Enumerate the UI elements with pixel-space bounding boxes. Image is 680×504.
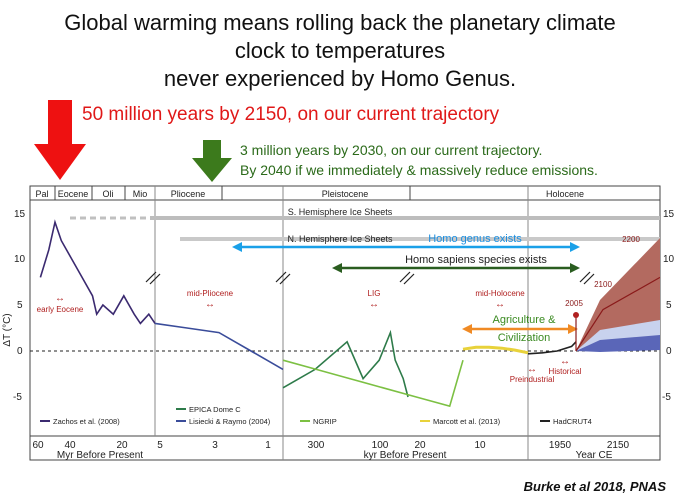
preindustrial-label: Preindustrial (510, 375, 555, 384)
agriculture-label-1: Agriculture & (493, 314, 557, 326)
series-layer (39, 219, 577, 408)
series-line (282, 359, 464, 408)
n-ice-label: N. Hemisphere Ice Sheets (287, 234, 393, 244)
homo-genus-label: Homo genus exists (428, 233, 522, 245)
red-down-arrow (34, 100, 86, 180)
lig-arrow: ↔ (369, 299, 379, 310)
legend-label: NGRIP (313, 417, 337, 426)
series-line (282, 329, 409, 398)
agriculture-label-2: Civilization (498, 332, 551, 344)
early-eocene-arrow: ↔ (55, 293, 65, 304)
legend: Zachos et al. (2008) EPICA Dome C Lisiecki… (40, 405, 592, 426)
y-tick-label: 15 (14, 209, 26, 220)
mid-holocene-label: mid-Holocene (475, 289, 525, 298)
preindustrial-arrow: ↔ (527, 364, 537, 375)
year-2200-label: 2200 (622, 235, 640, 244)
legend-label: Lisiecki & Raymo (2004) (189, 417, 271, 426)
historical-arrow: ↔ (560, 356, 570, 367)
y-tick-label: 10 (14, 254, 26, 265)
y-tick-label: -5 (13, 392, 22, 403)
x-tick-label: 20 (116, 440, 128, 451)
mid-pliocene-arrow: ↔ (205, 299, 215, 310)
y-tick-label-right: 5 (666, 300, 672, 311)
projection-median-line (575, 276, 661, 352)
series-line (527, 341, 577, 355)
year-2005-label: 2005 (565, 299, 583, 308)
x-axis-section-label: Year CE (576, 450, 613, 461)
axis-break-markers (145, 271, 595, 285)
projection-low-band (576, 335, 660, 352)
x-tick-label: 3 (212, 440, 218, 451)
x-axis-section-label: Myr Before Present (57, 450, 143, 461)
y-tick-label: 0 (17, 346, 23, 357)
homo-sapiens-label: Homo sapiens species exists (405, 254, 547, 266)
x-tick-label: 60 (32, 440, 44, 451)
x-tick-label: 40 (64, 440, 76, 451)
era-label: Eocene (58, 189, 89, 199)
x-tick-label: 100 (372, 440, 389, 451)
s-ice-label: S. Hemisphere Ice Sheets (288, 207, 393, 217)
legend-label: Marcott et al. (2013) (433, 417, 501, 426)
headline-line-3: never experienced by Homo Genus. (163, 66, 517, 91)
y-tick-label-right: -5 (662, 392, 671, 403)
y-tick-label-right: 10 (663, 254, 675, 265)
legend-label: HadCRUT4 (553, 417, 592, 426)
green-note: 3 million years by 2030, on our current … (240, 140, 598, 180)
x-tick-label: 20 (414, 440, 426, 451)
agriculture-arrow (462, 324, 578, 334)
era-label: Oli (103, 189, 114, 199)
y-axis-label: ΔT (°C) (2, 313, 13, 346)
y-tick-label-right: 15 (663, 209, 675, 220)
x-tick-label: 2150 (607, 440, 630, 451)
y-tick-label: 5 (17, 300, 23, 311)
green-down-arrow (192, 140, 232, 182)
headline-line-1: Global warming means rolling back the pl… (64, 10, 616, 35)
early-eocene-label: early Eocene (37, 305, 84, 314)
year-2100-label: 2100 (594, 280, 612, 289)
headline-line-2: clock to temperatures (234, 38, 446, 63)
era-label: Pal (35, 189, 48, 199)
mid-pliocene-label: mid-Pliocene (187, 289, 234, 298)
x-tick-label: 5 (157, 440, 163, 451)
green-note-line-1: 3 million years by 2030, on our current … (240, 142, 543, 158)
year-2005-marker (573, 312, 579, 318)
era-label: Pliocene (171, 189, 206, 199)
legend-label: Zachos et al. (2008) (53, 417, 120, 426)
y-tick-label-right: 0 (666, 346, 672, 357)
series-line (154, 322, 284, 371)
era-label: Mio (133, 189, 148, 199)
red-note: 50 million years by 2150, on our current… (82, 104, 500, 125)
homo-genus-arrow (232, 242, 580, 252)
historical-label: Historical (549, 367, 582, 376)
legend-label: EPICA Dome C (189, 405, 241, 414)
series-line (462, 345, 529, 355)
x-axis-section-label: kyr Before Present (364, 450, 447, 461)
x-axis: 60 40 20 5 3 1 Myr Before Present 300 100 20 10 kyr… (32, 440, 629, 461)
x-tick-label: 1 (265, 440, 271, 451)
green-note-line-2: By 2040 if we immediately & massively re… (240, 162, 598, 178)
credit: Burke et al 2018, PNAS (523, 479, 666, 494)
mid-holocene-arrow: ↔ (495, 299, 505, 310)
x-tick-label: 10 (474, 440, 486, 451)
era-label: Holocene (546, 189, 584, 199)
projection-layer (575, 238, 661, 352)
lig-label: LIG (368, 289, 381, 298)
homo-sapiens-arrow (332, 263, 580, 273)
era-label: Pleistocene (322, 189, 369, 199)
projection-high-band (576, 238, 660, 351)
x-tick-label: 300 (308, 440, 325, 451)
x-tick-label: 1950 (549, 440, 572, 451)
series-line (39, 219, 156, 325)
